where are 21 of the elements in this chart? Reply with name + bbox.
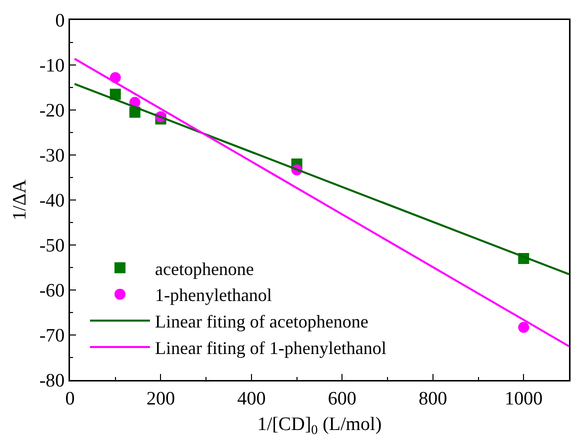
x-axis-title: 1/[CD]$_{0}$ (L/mol) [257,414,382,437]
y-axis-title: 1/ΔA [9,179,30,220]
x-tick-label: 400 [237,388,266,410]
y-tick-label: -80 [39,370,65,392]
legend-label: Linear fiting of 1-phenylethanol [154,338,386,358]
y-tick-label: -10 [39,56,65,77]
x-tick-label: 600 [328,388,356,410]
legend-label: acetophenone [154,258,254,279]
y-tick-label: -70 [39,326,65,347]
y-tick-label: -50 [39,236,65,257]
x-tick-label: 800 [418,388,448,410]
y-tick-label: -20 [39,100,65,122]
legend-label: Linear fiting of acetophenone [154,312,368,332]
y-tick-label: 0 [55,10,65,32]
y-tick-label: -40 [39,190,65,212]
x-tick-label: 200 [146,388,175,410]
y-tick-label: -30 [39,146,65,167]
point [518,322,530,333]
legend-label: 1-phenylethanol [154,285,272,306]
x-tick-label: 1000 [504,388,543,410]
y-tick-label: -60 [39,280,65,302]
